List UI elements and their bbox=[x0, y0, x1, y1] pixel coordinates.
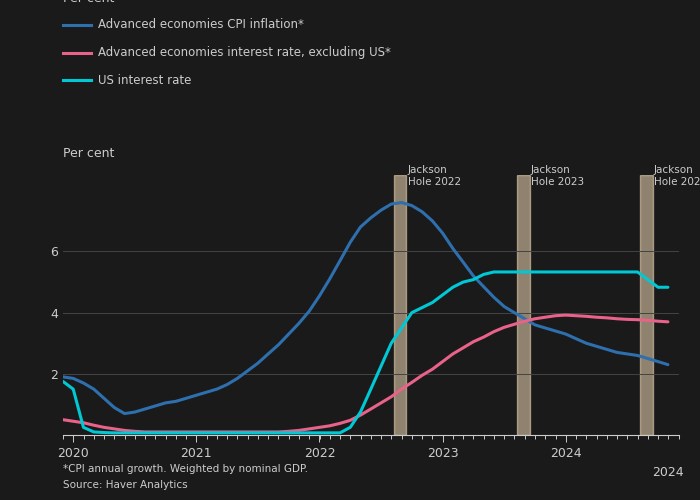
Text: Advanced economies interest rate, excluding US*: Advanced economies interest rate, exclud… bbox=[98, 46, 391, 59]
Text: 2024: 2024 bbox=[652, 466, 684, 478]
Text: Jackson
Hole 2023: Jackson Hole 2023 bbox=[531, 165, 584, 187]
Bar bbox=[640, 175, 652, 435]
Text: *CPI annual growth. Weighted by nominal GDP.: *CPI annual growth. Weighted by nominal … bbox=[63, 464, 308, 474]
Text: Jackson
Hole 2024: Jackson Hole 2024 bbox=[654, 165, 700, 187]
Text: Jackson
Hole 2022: Jackson Hole 2022 bbox=[407, 165, 461, 187]
Text: US interest rate: US interest rate bbox=[98, 74, 191, 86]
Text: Advanced economies CPI inflation*: Advanced economies CPI inflation* bbox=[98, 18, 304, 32]
Text: Per cent: Per cent bbox=[63, 147, 114, 160]
Bar bbox=[394, 175, 407, 435]
Text: Per cent: Per cent bbox=[63, 0, 114, 5]
Bar bbox=[517, 175, 529, 435]
Text: Source: Haver Analytics: Source: Haver Analytics bbox=[63, 480, 188, 490]
